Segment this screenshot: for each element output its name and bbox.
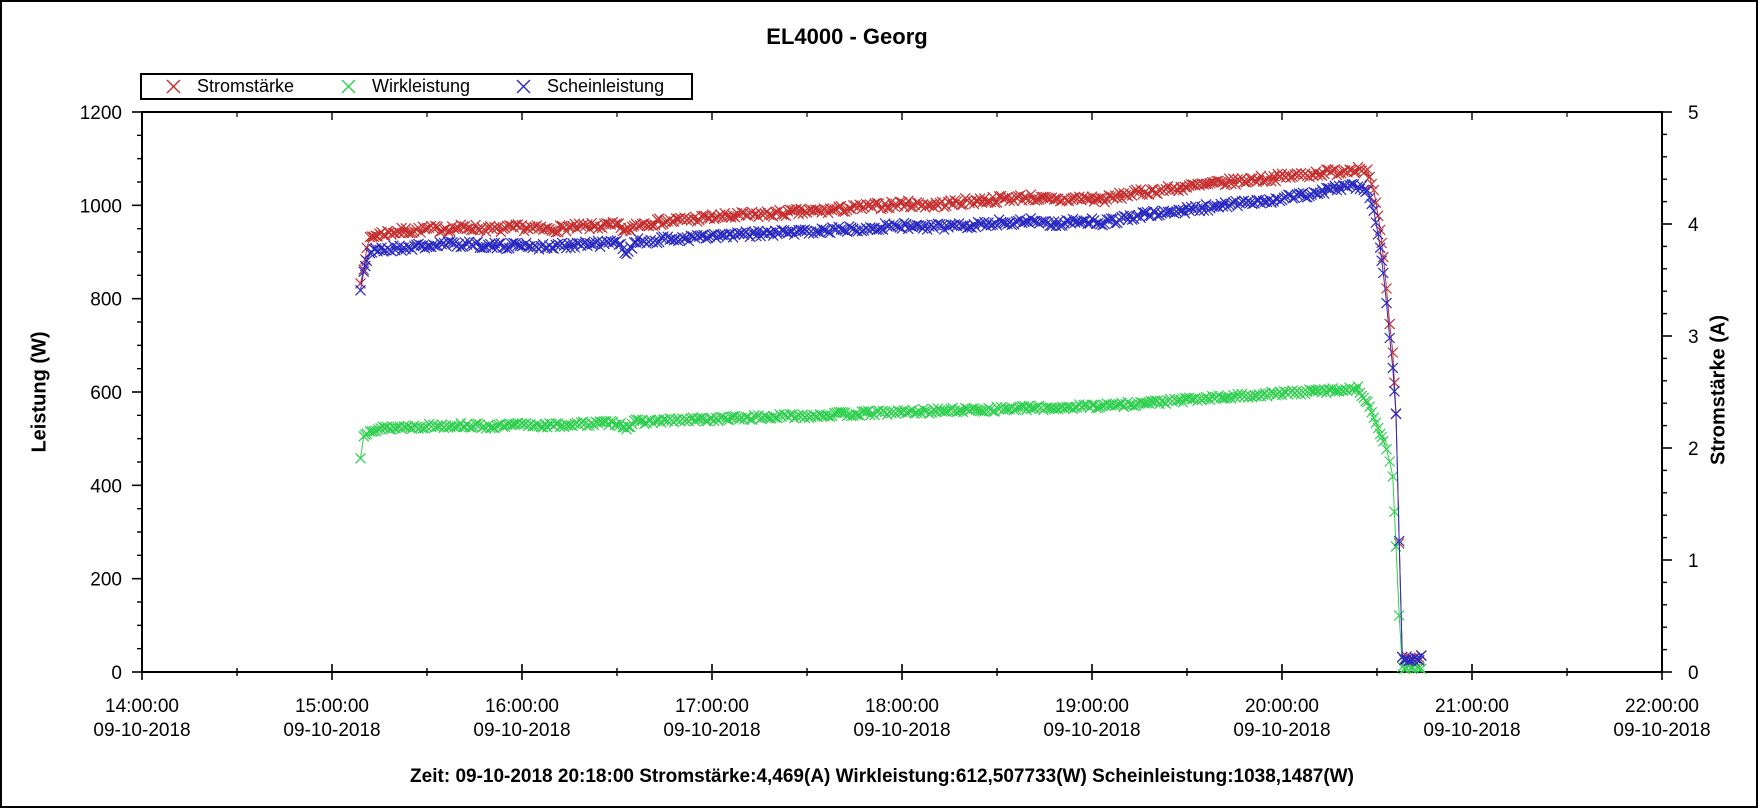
x-tick-time-label: 15:00:00 [295, 696, 369, 717]
y-left-tick-label: 1200 [80, 103, 122, 124]
y-right-tick-label: 5 [1688, 103, 1699, 124]
series-markers-stromstärke [355, 161, 1427, 667]
y-right-tick-label: 2 [1688, 439, 1699, 460]
x-tick-time-label: 18:00:00 [865, 696, 939, 717]
x-tick-date-label: 09-10-2018 [473, 720, 570, 741]
x-tick-date-label: 09-10-2018 [1043, 720, 1140, 741]
legend-item-stromstaerke: Stromstärke [166, 76, 341, 97]
x-tick-time-label: 17:00:00 [675, 696, 749, 717]
y-right-tick-label: 0 [1688, 663, 1699, 684]
series-markers-scheinleistung [355, 178, 1427, 667]
x-tick-time-label: 21:00:00 [1435, 696, 1509, 717]
y-left-tick-label: 200 [90, 570, 122, 591]
legend-label-stromstaerke: Stromstärke [197, 76, 295, 96]
plot-area[interactable] [142, 112, 1662, 672]
y-right-tick-label: 3 [1688, 327, 1699, 348]
y-left-tick-label: 600 [90, 383, 122, 404]
x-marker-icon [166, 79, 181, 94]
x-tick-time-label: 14:00:00 [105, 696, 179, 717]
chart-title: EL4000 - Georg [766, 24, 928, 49]
y-left-tick-label: 400 [90, 476, 122, 497]
x-tick-time-label: 19:00:00 [1055, 696, 1129, 717]
legend-label-wirkleistung: Wirkleistung [372, 76, 471, 96]
series-markers-wirkleistung [355, 381, 1427, 675]
x-tick-date-label: 09-10-2018 [663, 720, 760, 741]
y-right-tick-label: 1 [1688, 551, 1699, 572]
x-tick-date-label: 09-10-2018 [93, 720, 190, 741]
y-left-tick-label: 1000 [80, 196, 122, 217]
x-tick-date-label: 09-10-2018 [1613, 720, 1710, 741]
y-left-tick-label: 800 [90, 290, 122, 311]
legend-item-scheinleistung: Scheinleistung [516, 76, 691, 97]
x-tick-date-label: 09-10-2018 [853, 720, 950, 741]
x-tick-date-label: 09-10-2018 [283, 720, 380, 741]
x-tick-date-label: 09-10-2018 [1423, 720, 1520, 741]
x-tick-time-label: 22:00:00 [1625, 696, 1699, 717]
legend-item-wirkleistung: Wirkleistung [341, 76, 516, 97]
y-left-tick-label: 0 [111, 663, 122, 684]
x-tick-time-label: 16:00:00 [485, 696, 559, 717]
legend-box: Stromstärke Wirkleistung Scheinleistung [140, 73, 693, 100]
legend-label-scheinleistung: Scheinleistung [547, 76, 665, 96]
y-right-tick-label: 4 [1688, 215, 1699, 236]
cursor-readout: Zeit: 09-10-2018 20:18:00 Stromstärke:4,… [410, 766, 1354, 787]
x-marker-icon [341, 79, 356, 94]
x-tick-time-label: 20:00:00 [1245, 696, 1319, 717]
x-tick-date-label: 09-10-2018 [1233, 720, 1330, 741]
x-marker-icon [516, 79, 531, 94]
